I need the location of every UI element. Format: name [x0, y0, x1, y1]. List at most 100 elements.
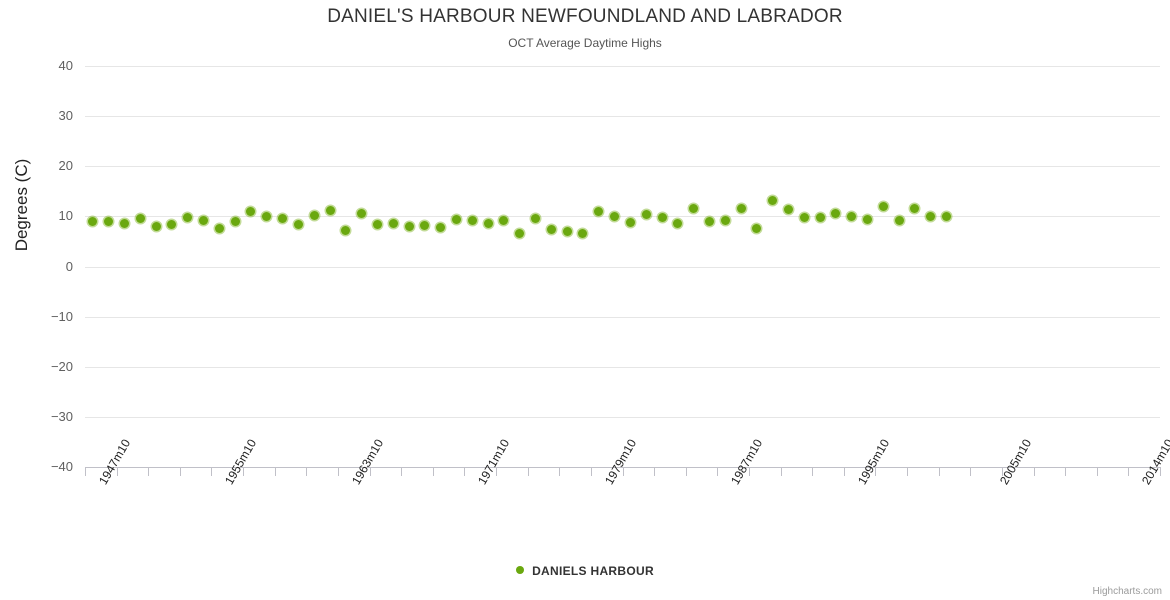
y-gridline: [85, 166, 1160, 168]
x-tick: [148, 467, 150, 476]
y-gridline: [85, 366, 1160, 368]
x-tick: [211, 467, 213, 476]
x-tick: [685, 467, 687, 476]
data-point[interactable]: [910, 204, 920, 214]
data-point[interactable]: [278, 214, 288, 224]
x-tick: [306, 467, 308, 476]
data-point[interactable]: [372, 219, 382, 229]
y-gridline: [85, 416, 1160, 418]
data-point[interactable]: [594, 207, 604, 217]
y-tick-label: 10: [58, 208, 73, 224]
y-gridline: [85, 266, 1160, 268]
x-tick: [464, 467, 466, 476]
data-point[interactable]: [515, 228, 525, 238]
x-tick: [780, 467, 782, 476]
x-tick: [717, 467, 719, 476]
x-tick: [590, 467, 592, 476]
y-tick-label: 40: [58, 58, 73, 73]
data-point[interactable]: [689, 204, 699, 214]
data-point[interactable]: [768, 195, 778, 205]
x-tick: [875, 467, 877, 476]
data-point[interactable]: [847, 211, 857, 221]
data-point[interactable]: [151, 221, 161, 231]
data-point[interactable]: [199, 216, 209, 226]
x-tick: [432, 467, 434, 476]
y-gridline: [85, 66, 1160, 67]
data-point[interactable]: [436, 222, 446, 232]
data-point[interactable]: [926, 212, 936, 222]
x-tick: [1033, 467, 1035, 476]
y-gridline: [85, 216, 1160, 218]
x-tick: [559, 467, 561, 476]
data-point[interactable]: [641, 209, 651, 219]
x-tick: [812, 467, 814, 476]
data-point[interactable]: [752, 223, 762, 233]
data-point[interactable]: [309, 210, 319, 220]
y-tick-label: −10: [50, 308, 73, 324]
x-tick: [1001, 467, 1003, 476]
highcharts-credits[interactable]: Highcharts.com: [1092, 586, 1162, 597]
data-point[interactable]: [894, 216, 904, 226]
data-point[interactable]: [531, 213, 541, 223]
data-point[interactable]: [499, 215, 509, 225]
circle-marker-icon: [516, 565, 525, 574]
data-point[interactable]: [357, 209, 367, 219]
data-point[interactable]: [799, 212, 809, 222]
data-point[interactable]: [736, 203, 746, 213]
data-point[interactable]: [783, 204, 793, 214]
y-gridline: [85, 116, 1160, 118]
y-tick-label: 30: [58, 108, 73, 124]
data-point[interactable]: [214, 223, 224, 233]
data-point[interactable]: [246, 207, 256, 217]
data-point[interactable]: [183, 213, 193, 223]
data-point[interactable]: [325, 205, 335, 215]
x-tick: [369, 467, 371, 476]
x-tick: [179, 467, 181, 476]
x-tick: [907, 467, 909, 476]
y-gridline: [85, 316, 1160, 318]
y-tick-label: 0: [65, 258, 73, 274]
data-point[interactable]: [167, 220, 177, 230]
data-point[interactable]: [720, 215, 730, 225]
x-tick: [85, 467, 86, 476]
y-tick-label: −20: [50, 358, 73, 374]
data-point[interactable]: [341, 226, 351, 236]
data-point[interactable]: [452, 215, 461, 225]
data-point[interactable]: [673, 219, 683, 229]
data-point[interactable]: [483, 219, 493, 229]
x-tick: [1160, 467, 1161, 476]
data-point[interactable]: [135, 213, 145, 223]
data-point[interactable]: [704, 216, 714, 226]
chart-legend[interactable]: DANIELS HARBOUR: [0, 563, 1170, 578]
legend-item-label[interactable]: DANIELS HARBOUR: [532, 563, 654, 578]
data-point[interactable]: [230, 217, 240, 227]
data-point[interactable]: [388, 219, 398, 229]
data-point[interactable]: [404, 221, 414, 231]
data-point[interactable]: [831, 209, 841, 219]
data-point[interactable]: [863, 215, 873, 225]
data-point[interactable]: [657, 212, 667, 222]
data-point[interactable]: [625, 218, 635, 228]
chart-title: DANIEL'S HARBOUR NEWFOUNDLAND AND LABRAD…: [327, 6, 843, 27]
data-point[interactable]: [120, 218, 130, 228]
data-point[interactable]: [578, 228, 588, 238]
data-point[interactable]: [562, 226, 572, 236]
data-point[interactable]: [942, 211, 952, 221]
data-point[interactable]: [815, 213, 825, 223]
x-tick: [496, 467, 498, 476]
data-point[interactable]: [610, 211, 620, 221]
data-point[interactable]: [262, 211, 272, 221]
x-tick: [970, 467, 972, 476]
data-point[interactable]: [546, 225, 556, 235]
data-point[interactable]: [104, 216, 114, 226]
data-point[interactable]: [878, 201, 888, 211]
chart-subtitle: OCT Average Daytime Highs: [508, 36, 662, 50]
data-point[interactable]: [88, 217, 98, 227]
data-point[interactable]: [467, 216, 477, 226]
y-tick-label: 20: [58, 158, 73, 174]
data-point[interactable]: [420, 221, 430, 231]
x-tick: [748, 467, 750, 476]
data-point[interactable]: [293, 220, 303, 230]
x-tick: [116, 467, 118, 476]
